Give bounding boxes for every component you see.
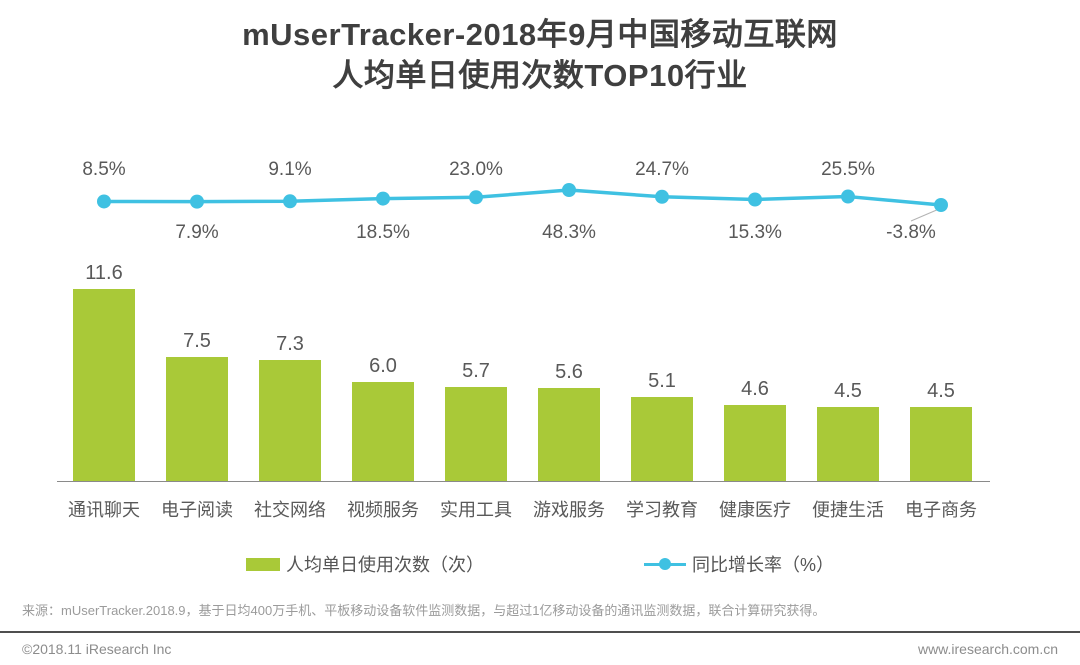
growth-value-label: 25.5% — [821, 159, 875, 180]
legend-line-label: 同比增长率（%） — [691, 555, 834, 575]
growth-line-chart — [97, 182, 948, 222]
category-label: 电子阅读 — [161, 500, 233, 520]
growth-line-point — [748, 192, 762, 207]
bar-value-label: 6.0 — [369, 355, 397, 377]
growth-value-label: 8.5% — [82, 159, 126, 180]
bar-value-label: 11.6 — [85, 262, 123, 284]
category-label: 电子商务 — [905, 500, 977, 520]
growth-value-label: 48.3% — [542, 222, 596, 243]
growth-value-label: 9.1% — [268, 159, 312, 180]
category-label: 学习教育 — [626, 500, 698, 520]
bar — [910, 407, 972, 481]
bar — [166, 357, 228, 481]
line-series-swatch-icon — [643, 557, 686, 571]
growth-line-point — [934, 198, 948, 212]
copyright-text: ©2018.11 iResearch Inc — [22, 641, 172, 657]
bar — [817, 407, 879, 481]
category-label: 社交网络 — [254, 500, 326, 520]
bar-value-label: 4.6 — [741, 378, 769, 400]
bar-value-label: 4.5 — [927, 380, 955, 402]
page-title: mUserTracker-2018年9月中国移动互联网 人均单日使用次数TOP1… — [0, 14, 1080, 96]
growth-value-label: 18.5% — [356, 222, 410, 243]
growth-line — [102, 188, 943, 207]
source-note: 来源：mUserTracker.2018.9，基于日均400万手机、平板移动设备… — [22, 603, 826, 618]
bar — [352, 382, 414, 481]
growth-value-label: 7.9% — [175, 222, 219, 243]
growth-line-point — [469, 190, 483, 205]
growth-label-leader-line — [910, 208, 940, 222]
category-label: 健康医疗 — [719, 500, 791, 520]
bar-value-label: 5.7 — [462, 360, 490, 382]
bar — [445, 387, 507, 481]
category-label: 游戏服务 — [533, 500, 605, 520]
legend-item-bars: 人均单日使用次数（次） — [245, 551, 484, 577]
growth-line-point — [97, 194, 111, 209]
category-label: 便捷生活 — [812, 500, 884, 520]
website-link[interactable]: www.iresearch.com.cn — [917, 641, 1058, 657]
bar — [538, 388, 600, 481]
bar-value-label: 7.3 — [276, 333, 304, 355]
title-line-2: 人均单日使用次数TOP10行业 — [332, 58, 748, 93]
bar-value-label: 7.5 — [183, 330, 211, 352]
x-axis-line — [57, 481, 990, 482]
footer: ©2018.11 iResearch Inc www.iresearch.com… — [22, 641, 1058, 657]
chart-legend: 人均单日使用次数（次） 同比增长率（%） — [0, 551, 1080, 577]
growth-line-point — [562, 182, 576, 197]
growth-value-label: 15.3% — [728, 222, 782, 243]
bar-value-label: 5.6 — [555, 361, 583, 383]
bar — [631, 397, 693, 481]
legend-item-line: 同比增长率（%） — [643, 551, 834, 577]
growth-line-point — [841, 189, 855, 204]
title-line-1: mUserTracker-2018年9月中国移动互联网 — [242, 17, 838, 52]
bar-value-label: 4.5 — [834, 380, 862, 402]
category-label: 通讯聊天 — [68, 500, 140, 520]
footer-divider — [0, 631, 1080, 633]
bar — [259, 360, 321, 481]
bar — [73, 289, 135, 481]
bar — [724, 405, 786, 481]
legend-bars-label: 人均单日使用次数（次） — [285, 555, 484, 575]
growth-line-point — [655, 189, 669, 204]
bar-series-swatch-icon — [245, 557, 280, 571]
growth-value-label: -3.8% — [886, 222, 936, 243]
growth-value-label: 23.0% — [449, 159, 503, 180]
growth-line-point — [190, 194, 204, 209]
growth-line-point — [283, 194, 297, 209]
growth-value-label: 24.7% — [635, 159, 689, 180]
bar-value-label: 5.1 — [648, 370, 676, 392]
category-label: 实用工具 — [440, 500, 512, 520]
growth-line-point — [376, 191, 390, 206]
category-label: 视频服务 — [347, 500, 419, 520]
chart-plot-area: 11.6 通讯聊天 7.5 电子阅读 7.3 社交网络 6.0 视频服务 5.7 实用工具 5.6 游… — [0, 140, 1080, 540]
